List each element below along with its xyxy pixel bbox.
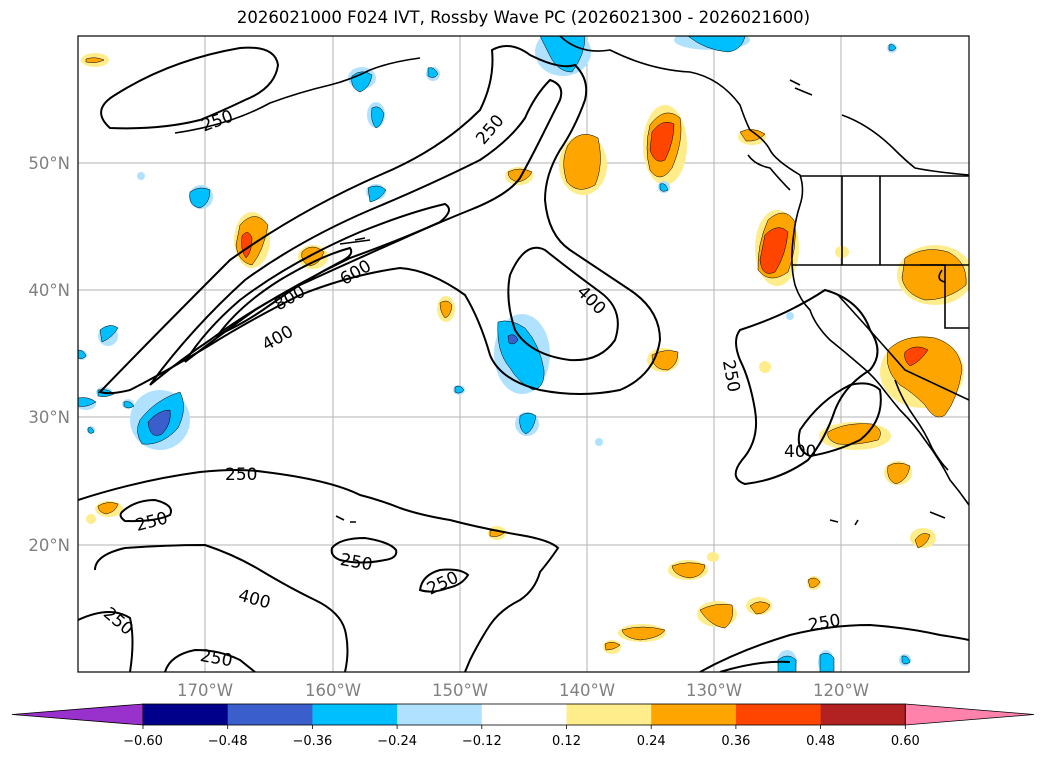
colorbar-extend-min [11,703,144,726]
lon-label-160w: 160°W [305,681,361,700]
colorbar: −0.60 −0.48 −0.36 −0.24 −0.12 0.12 0.24 0.36 0.4… [11,703,1035,749]
longitude-labels: 170°W 160°W 150°W 140°W 130°W 120°W [177,681,869,700]
colorbar-tick-label: 0.12 [552,734,581,749]
contour-250-mid [418,568,470,593]
contour-250-small [119,498,172,523]
contour-250-southwest [78,469,560,672]
colorbar-extend-max [904,703,1035,726]
colorbar-tick-label: −0.48 [208,734,248,749]
anomaly-fills [78,36,969,672]
lon-label-120w: 120°W [813,681,869,700]
contour-250-jet [98,45,662,395]
colorbar-swatch [735,704,822,725]
colorbar-tick-label: 0.60 [891,734,920,749]
colorbar-swatch [397,704,483,725]
lat-label-40n: 40°N [28,281,70,300]
lat-label-50n: 50°N [28,154,70,173]
contour-label: 400 [784,442,816,462]
gridlines [78,36,969,672]
contour-600 [184,202,450,363]
colorbar-swatch [143,704,229,725]
colorbar-swatch [481,704,567,725]
colorbar-tick-label: 0.24 [637,734,666,749]
lat-label-30n: 30°N [28,408,70,427]
lon-label-140w: 140°W [559,681,615,700]
contour-250-bottom [164,648,256,672]
colorbar-tick-label: 0.48 [806,734,835,749]
contour-250-far-se [719,660,791,672]
colorbar-outline [142,703,906,726]
fill-positive-strong [241,122,929,367]
colorbar-tick-label: −0.36 [292,734,332,749]
contour-250-south-west [78,611,134,672]
fill-negative-strong [147,334,519,436]
colorbar-swatch [227,704,313,725]
lon-label-150w: 150°W [432,681,488,700]
lat-label-20n: 20°N [28,536,70,555]
colorbar-tick-label: −0.12 [462,734,502,749]
contour-250-island [330,536,398,564]
colorbar-swatch [312,704,398,725]
coastlines [174,36,969,526]
latitude-labels: 50°N 40°N 30°N 20°N [28,154,70,555]
contour-250-north [100,46,280,130]
contour-250-east [734,288,879,486]
map-frame [77,35,970,673]
contour-400-south [94,543,349,672]
colorbar-tick-label: −0.24 [377,734,417,749]
colorbar-swatch [566,704,652,725]
contour-label: 250 [225,465,257,485]
ivt-contours [78,45,969,672]
contour-400-loop [507,246,619,362]
colorbar-tick-label: 0.36 [721,734,750,749]
lon-label-130w: 130°W [686,681,742,700]
colorbar-tick-label: −0.60 [123,734,163,749]
lon-label-170w: 170°W [177,681,233,700]
colorbar-swatch [651,704,737,725]
map-title: 2026021000 F024 IVT, Rossby Wave PC (202… [236,8,811,27]
contour-250-southeast [699,623,969,672]
contour-800 [214,246,353,338]
contour-400-east [797,382,882,458]
colorbar-swatch [820,704,906,725]
